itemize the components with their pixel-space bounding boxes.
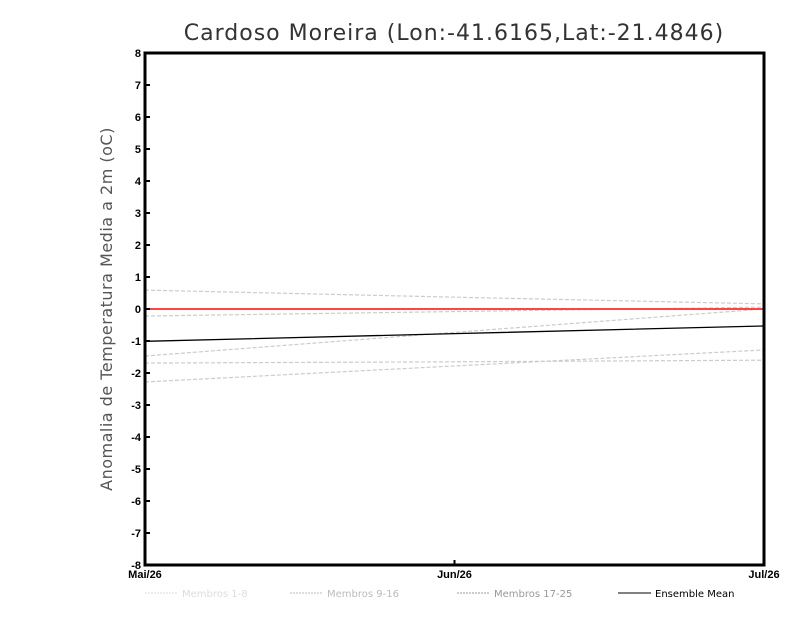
legend-label: Membros 17-25 — [494, 589, 572, 600]
legend-label: Membros 1-8 — [182, 589, 248, 600]
legend-label: Membros 9-16 — [327, 589, 399, 600]
y-tick-label: -4 — [131, 432, 142, 444]
y-tick-label: 1 — [135, 272, 141, 284]
y-tick-label: -1 — [131, 336, 141, 348]
y-tick-label: 6 — [135, 112, 141, 124]
legend-label: Ensemble Mean — [655, 589, 734, 600]
y-tick-label: -2 — [131, 368, 141, 380]
y-tick-label: 8 — [135, 48, 141, 60]
chart-title: Cardoso Moreira (Lon:-41.6165,Lat:-21.48… — [184, 21, 724, 46]
y-tick-label: -8 — [131, 560, 141, 572]
member-line-5 — [144, 349, 765, 383]
member-line-4 — [144, 359, 765, 364]
y-tick-label: 3 — [135, 208, 141, 220]
y-tick-label: -7 — [131, 528, 141, 540]
x-tick-label: Jun/26 — [437, 569, 472, 581]
y-tick-label: 0 — [135, 304, 141, 316]
ensemble-mean-line — [144, 325, 765, 342]
x-tick-label: Jul/26 — [748, 569, 779, 581]
y-tick-label: 7 — [135, 80, 141, 92]
member-line-2 — [144, 306, 765, 317]
y-tick-label: -6 — [131, 496, 141, 508]
y-axis-label: Anomalia de Temperatura Media a 2m (oC) — [97, 127, 116, 491]
member-line-3 — [144, 308, 765, 357]
y-tick-label: 4 — [135, 176, 142, 188]
y-tick-label: -5 — [131, 464, 141, 476]
y-tick-label: 2 — [135, 240, 141, 252]
y-tick-label: -3 — [131, 400, 141, 412]
y-tick-label: 5 — [135, 144, 141, 156]
x-tick-label: Mai/26 — [128, 569, 162, 581]
member-line-1 — [144, 289, 765, 305]
